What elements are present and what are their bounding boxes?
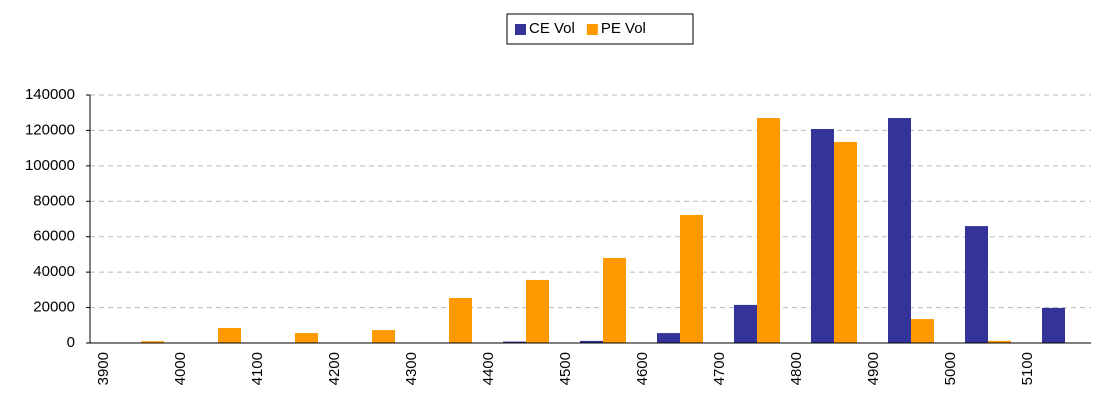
bar xyxy=(911,319,934,343)
legend-label: PE Vol xyxy=(601,20,646,37)
bar xyxy=(218,327,241,343)
y-tick-label: 0 xyxy=(67,334,75,351)
bar xyxy=(734,304,757,343)
x-tick-label: 4000 xyxy=(172,352,189,385)
bar xyxy=(757,118,780,344)
y-tick-label: 60000 xyxy=(33,228,75,245)
bar xyxy=(888,118,911,344)
legend-label: CE Vol xyxy=(529,20,575,37)
x-tick-label: 4800 xyxy=(788,352,805,385)
legend-swatch xyxy=(586,24,598,35)
bar xyxy=(295,333,318,343)
bar xyxy=(988,340,1011,343)
x-tick-label: 4300 xyxy=(403,352,420,385)
bar xyxy=(449,298,472,343)
x-tick-label: 4400 xyxy=(480,352,497,385)
x-tick-label: 4200 xyxy=(326,352,343,385)
y-tick-label: 40000 xyxy=(33,263,75,280)
bar xyxy=(503,341,526,343)
bar xyxy=(141,341,164,343)
bar xyxy=(372,330,395,343)
y-tick-label: 120000 xyxy=(25,121,75,138)
bar xyxy=(680,214,703,343)
bar xyxy=(834,141,857,343)
x-tick-label: 5100 xyxy=(1019,352,1036,385)
bar xyxy=(657,333,680,343)
x-tick-label: 5000 xyxy=(942,352,959,385)
legend-box xyxy=(506,13,694,45)
x-tick-label: 4100 xyxy=(249,352,266,385)
x-tick-label: 4900 xyxy=(865,352,882,385)
bar xyxy=(965,226,988,343)
bar xyxy=(1042,307,1065,343)
x-tick-label: 4600 xyxy=(634,352,651,385)
bar xyxy=(811,129,834,343)
y-tick-label: 140000 xyxy=(25,86,75,103)
bar xyxy=(603,257,626,343)
bar xyxy=(580,340,603,343)
x-tick-label: 4700 xyxy=(711,352,728,385)
bar xyxy=(526,279,549,343)
x-tick-label: 3900 xyxy=(95,352,112,385)
legend-swatch xyxy=(515,24,526,35)
y-tick-label: 100000 xyxy=(25,157,75,174)
x-tick-label: 4500 xyxy=(557,352,574,385)
y-tick-label: 80000 xyxy=(33,192,75,209)
y-tick-label: 20000 xyxy=(33,299,75,316)
